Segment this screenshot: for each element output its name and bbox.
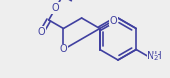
Text: NH: NH xyxy=(147,51,162,61)
Text: 2: 2 xyxy=(154,55,158,61)
Text: O: O xyxy=(60,45,67,55)
Text: O: O xyxy=(52,3,60,13)
Text: O: O xyxy=(38,27,46,37)
Text: O: O xyxy=(110,16,117,26)
